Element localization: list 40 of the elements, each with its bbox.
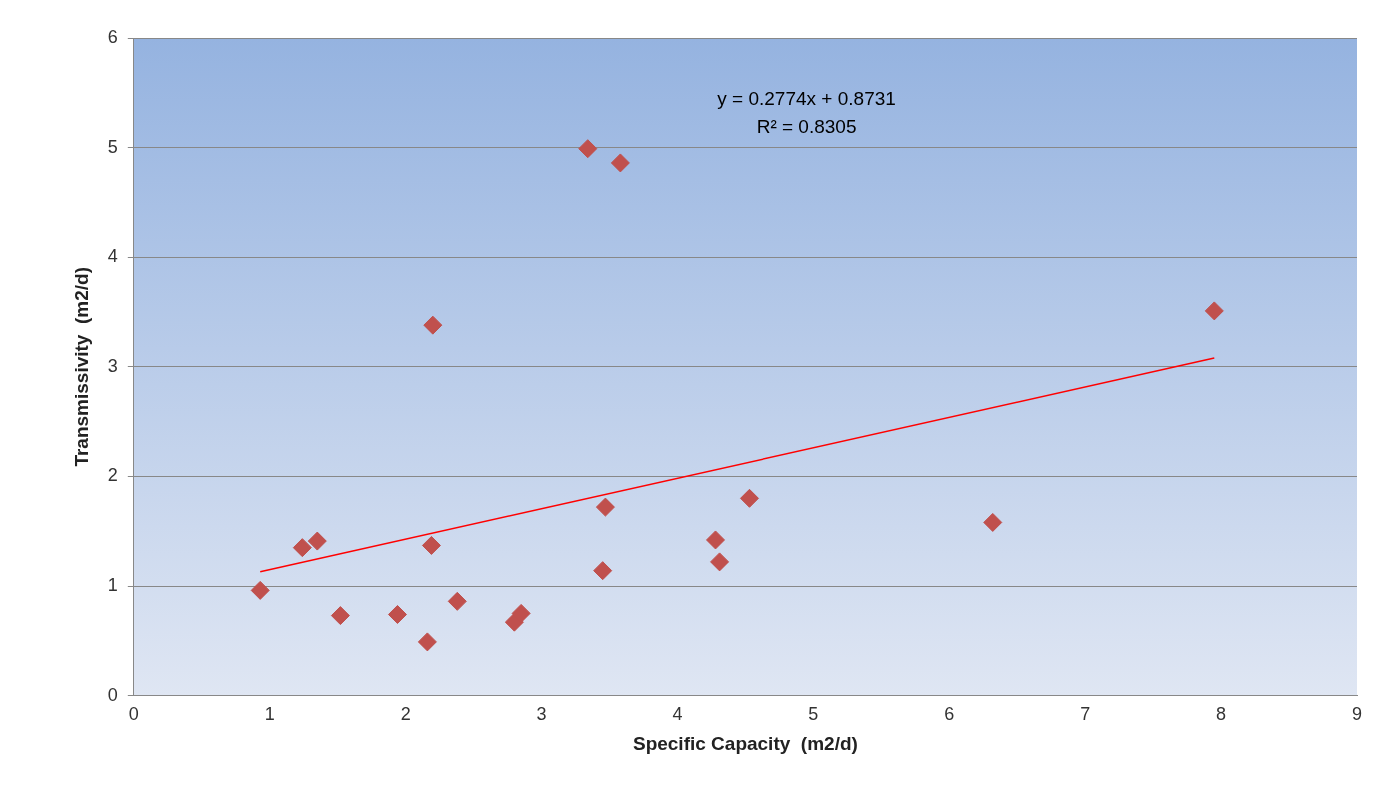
- point: [1204, 301, 1224, 321]
- point: [330, 606, 350, 626]
- x-tick-label: 0: [128, 704, 139, 725]
- x-tick-label: 5: [808, 704, 819, 725]
- y-tick-label: 4: [107, 246, 118, 267]
- y-axis-title: Transmissivity (m2/d): [70, 267, 92, 467]
- x-tick-label: 3: [536, 704, 547, 725]
- annotation: R² = 0.8305: [756, 116, 857, 138]
- x-tick-label: 7: [1080, 704, 1091, 725]
- point: [593, 561, 613, 581]
- x-tick-label: 2: [400, 704, 411, 725]
- point: [447, 591, 467, 611]
- point: [706, 530, 726, 550]
- point: [610, 153, 630, 173]
- x-tick-label: 1: [264, 704, 275, 725]
- point: [307, 531, 327, 551]
- x-axis-title: Specific Capacity (m2/d): [632, 732, 858, 754]
- point: [417, 632, 437, 652]
- y-tick-label: 0: [107, 684, 118, 705]
- annotation: y = 0.2774x + 0.8731: [717, 88, 896, 110]
- point: [421, 535, 441, 555]
- point: [387, 605, 407, 624]
- point: [292, 538, 312, 558]
- point: [595, 497, 615, 517]
- x-tick-label: 8: [1216, 704, 1227, 725]
- y-tick-label: 3: [107, 355, 118, 376]
- point: [511, 603, 531, 623]
- y-tick-label: 2: [107, 465, 118, 486]
- point: [983, 512, 1003, 532]
- point: [423, 315, 443, 335]
- x-tick-label: 4: [672, 704, 683, 725]
- y-tick-label: 5: [107, 136, 118, 157]
- x-tick-label: 6: [944, 704, 955, 725]
- point: [739, 488, 759, 508]
- point: [710, 552, 730, 572]
- y-tick-label: 1: [107, 574, 118, 595]
- point: [578, 139, 598, 159]
- point: [250, 580, 270, 600]
- x-tick-label: 9: [1351, 704, 1363, 725]
- y-tick-label: 6: [107, 26, 118, 47]
